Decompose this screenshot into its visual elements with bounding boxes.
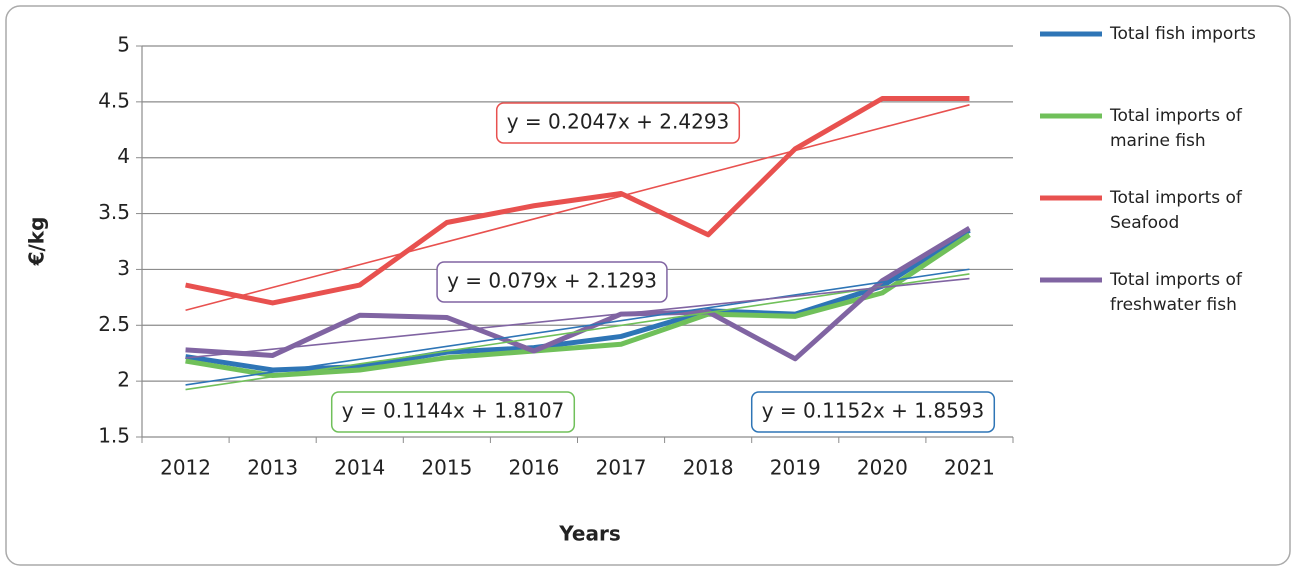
x-axis-label: Years (558, 522, 620, 546)
legend-label: Total imports of Seafood (1110, 188, 1242, 233)
x-tick-label: 2018 (683, 456, 734, 480)
x-tick-label: 2021 (944, 456, 995, 480)
annotation-text: y = 0.079x + 2.1293 (447, 269, 657, 293)
trendline (185, 277, 970, 359)
legend-label: Total fish imports (1110, 24, 1256, 44)
y-axis-label: €/kg (25, 217, 49, 267)
y-tick-label: 3 (117, 256, 130, 280)
x-tick-label: 2019 (770, 456, 821, 480)
annotation: y = 0.2047x + 2.4293 (495, 102, 741, 144)
y-tick-label: 2 (117, 368, 130, 392)
y-tick-label: 5 (117, 33, 130, 57)
trendline (185, 268, 970, 386)
x-tick-label: 2012 (160, 456, 211, 480)
x-tick-label: 2014 (334, 456, 385, 480)
x-tick-label: 2015 (421, 456, 472, 480)
annotation-text: y = 0.2047x + 2.4293 (507, 110, 730, 134)
trendline (185, 273, 970, 391)
y-tick-label: 3.5 (98, 200, 130, 224)
trendline (185, 104, 970, 312)
series-line (185, 232, 971, 379)
annotation-box (750, 391, 996, 433)
y-tick-label: 1.5 (98, 424, 130, 448)
series-line (185, 228, 971, 373)
annotation: y = 0.1144x + 1.8107 (330, 391, 576, 433)
x-tick-label: 2013 (247, 456, 298, 480)
y-tick-label: 4.5 (98, 88, 130, 112)
annotation-box (436, 261, 668, 303)
legend-label: Total imports of freshwater fish (1110, 270, 1242, 315)
series-line (185, 96, 970, 306)
annotation: y = 0.079x + 2.1293 (436, 261, 668, 303)
y-tick-label: 2.5 (98, 312, 130, 336)
x-tick-label: 2017 (596, 456, 647, 480)
annotation-text: y = 0.1152x + 1.8593 (762, 399, 985, 423)
annotation-box (495, 102, 741, 144)
x-tick-label: 2020 (857, 456, 908, 480)
x-tick-label: 2016 (508, 456, 559, 480)
legend-label: Total imports of marine fish (1110, 106, 1242, 151)
annotation: y = 0.1152x + 1.8593 (750, 391, 996, 433)
annotation-box (330, 391, 576, 433)
y-tick-label: 4 (117, 144, 130, 168)
annotation-text: y = 0.1144x + 1.8107 (342, 399, 565, 423)
